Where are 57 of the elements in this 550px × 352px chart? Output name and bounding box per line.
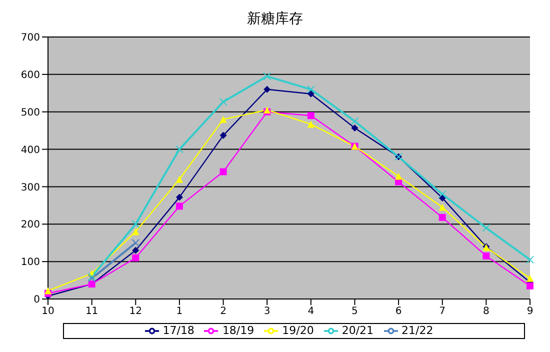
x-tick-label: 11 [85,306,98,318]
point [438,204,446,211]
y-tick-label: 200 [20,220,40,231]
point [438,214,446,221]
point [176,202,183,210]
point [132,246,140,254]
point [132,220,140,228]
point [220,168,227,176]
x-tick-label: 3 [264,306,270,318]
point [307,120,314,128]
point [220,116,227,123]
x-tick-label: 10 [42,306,54,318]
legend-label: 21/22 [402,324,434,338]
point [264,86,271,93]
point [395,172,402,180]
x-tick-label: 6 [395,306,402,318]
point [438,190,446,198]
point [307,112,314,120]
x-tick-label: 5 [352,306,358,318]
point [526,282,534,290]
chart-title: 新糖库存 [246,10,304,29]
x-tick-label: 12 [129,306,142,318]
legend-label: 17/18 [162,324,194,338]
y-tick-label: 600 [20,70,40,81]
point [132,238,140,247]
point [350,117,359,126]
point [219,98,228,106]
point [176,176,183,183]
point [482,224,490,232]
point [132,228,140,236]
point [482,252,490,260]
x-tick-label: 7 [439,306,446,318]
y-tick-label: 0 [34,294,40,306]
point [526,274,534,282]
point [263,72,272,80]
legend-label: 18/19 [222,324,254,338]
x-tick-label: 8 [482,306,490,318]
y-tick-label: 400 [20,144,40,156]
point [307,90,314,98]
point [351,124,358,132]
y-tick-label: 100 [20,257,40,268]
point [526,256,534,264]
legend-label: 20/21 [342,324,374,338]
point [176,194,183,201]
point [220,132,227,139]
x-tick-label: 9 [526,306,534,318]
x-tick-label: 1 [176,306,183,318]
y-tick-label: 700 [20,32,40,44]
point [175,145,184,154]
x-tick-label: 4 [308,306,314,318]
legend-label: 19/20 [282,324,314,338]
y-tick-label: 300 [20,182,40,194]
point [132,254,140,262]
x-tick-label: 2 [220,306,226,318]
point [44,287,52,294]
point [306,85,315,94]
y-tick-label: 500 [20,107,40,118]
